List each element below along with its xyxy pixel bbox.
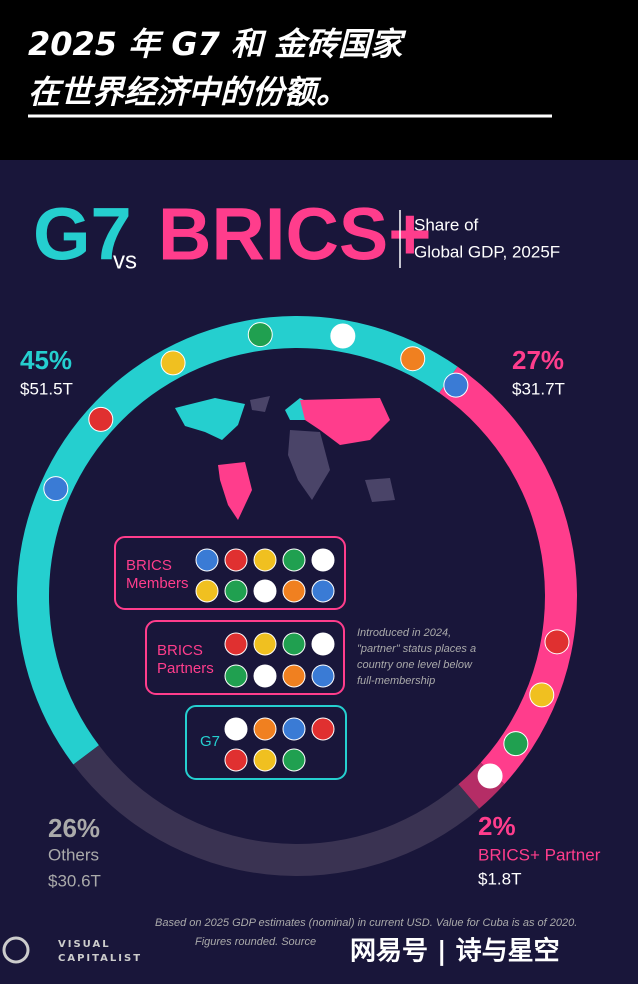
flag-icon	[253, 664, 277, 688]
flag-icon	[282, 664, 306, 688]
flag-icon	[224, 664, 248, 688]
footer: Figures rounded. Source	[195, 936, 316, 948]
flag-icon	[253, 579, 277, 603]
flag-icon	[224, 717, 248, 741]
flag-icon	[443, 372, 469, 398]
amount-label: $31.7T	[512, 379, 565, 398]
note: country one level below	[357, 659, 473, 671]
flag-icon	[311, 632, 335, 656]
flag-icon	[544, 629, 570, 655]
note: "partner" status places a	[357, 643, 476, 655]
flag-icon	[224, 548, 248, 572]
flag-icon	[311, 579, 335, 603]
flag-icon	[330, 323, 356, 349]
flag-icon	[224, 748, 248, 772]
value-label: 2%	[478, 811, 516, 841]
group-label: G7	[200, 733, 220, 750]
group-label: BRICS	[157, 642, 203, 659]
flag-icon	[88, 406, 114, 432]
world-map	[175, 396, 395, 520]
amount-label: $1.8T	[478, 869, 521, 888]
flag-icon	[43, 476, 69, 502]
flag-icon	[195, 579, 219, 603]
subtitle: Global GDP, 2025F	[414, 242, 560, 261]
flag-icon	[195, 548, 219, 572]
group-box	[185, 705, 347, 780]
note: Introduced in 2024,	[357, 627, 451, 639]
flag-icon	[311, 717, 335, 741]
value-label: 45%	[20, 345, 72, 375]
header-title: 2025 年 G7 和 金砖国家	[28, 25, 407, 63]
value-label: 27%	[512, 345, 564, 375]
header-bg	[0, 0, 638, 160]
title-g7: G7	[33, 193, 132, 276]
flag-icon	[503, 731, 529, 757]
donut-segment	[73, 745, 480, 876]
flag-icon	[282, 632, 306, 656]
flag-icon	[282, 579, 306, 603]
flag-icon	[311, 548, 335, 572]
category-label: Others	[48, 845, 99, 864]
group-box	[145, 620, 345, 695]
brand: VISUAL	[58, 939, 111, 950]
amount-label: $51.5T	[20, 379, 73, 398]
flag-icon	[477, 763, 503, 789]
brand-logo	[2, 936, 30, 964]
flag-icon	[282, 748, 306, 772]
flag-icon	[282, 548, 306, 572]
flag-icon	[282, 717, 306, 741]
flag-icon	[247, 322, 273, 348]
amount-label: $30.6T	[48, 871, 101, 890]
group-box	[114, 536, 346, 610]
watermark: 网易号 | 诗与星空	[350, 936, 560, 967]
group-boxes: BRICS Members BRICS Partners G7	[114, 536, 347, 780]
category-label: BRICS+ Partner	[478, 845, 601, 864]
note: full-membership	[357, 675, 435, 687]
flag-icon	[160, 350, 186, 376]
title-vs: vs	[113, 247, 137, 274]
title-brics: BRICS+	[158, 193, 431, 276]
donut-segment	[439, 366, 577, 785]
group-label: Members	[126, 575, 189, 592]
header-title: 在世界经济中的份额。	[28, 73, 348, 111]
flag-icon	[400, 346, 426, 372]
footer: Based on 2025 GDP estimates (nominal) in…	[155, 917, 577, 929]
flag-icon	[311, 664, 335, 688]
flag-icon	[224, 579, 248, 603]
value-label: 26%	[48, 813, 100, 843]
flag-icon	[253, 632, 277, 656]
flag-icon	[253, 717, 277, 741]
flag-icon	[224, 632, 248, 656]
flag-icon	[529, 682, 555, 708]
brand: CAPITALIST	[58, 953, 142, 964]
group-label: Partners	[157, 660, 214, 677]
flag-icon	[253, 548, 277, 572]
group-label: BRICS	[126, 557, 172, 574]
subtitle: Share of	[414, 215, 479, 234]
flag-icon	[253, 748, 277, 772]
